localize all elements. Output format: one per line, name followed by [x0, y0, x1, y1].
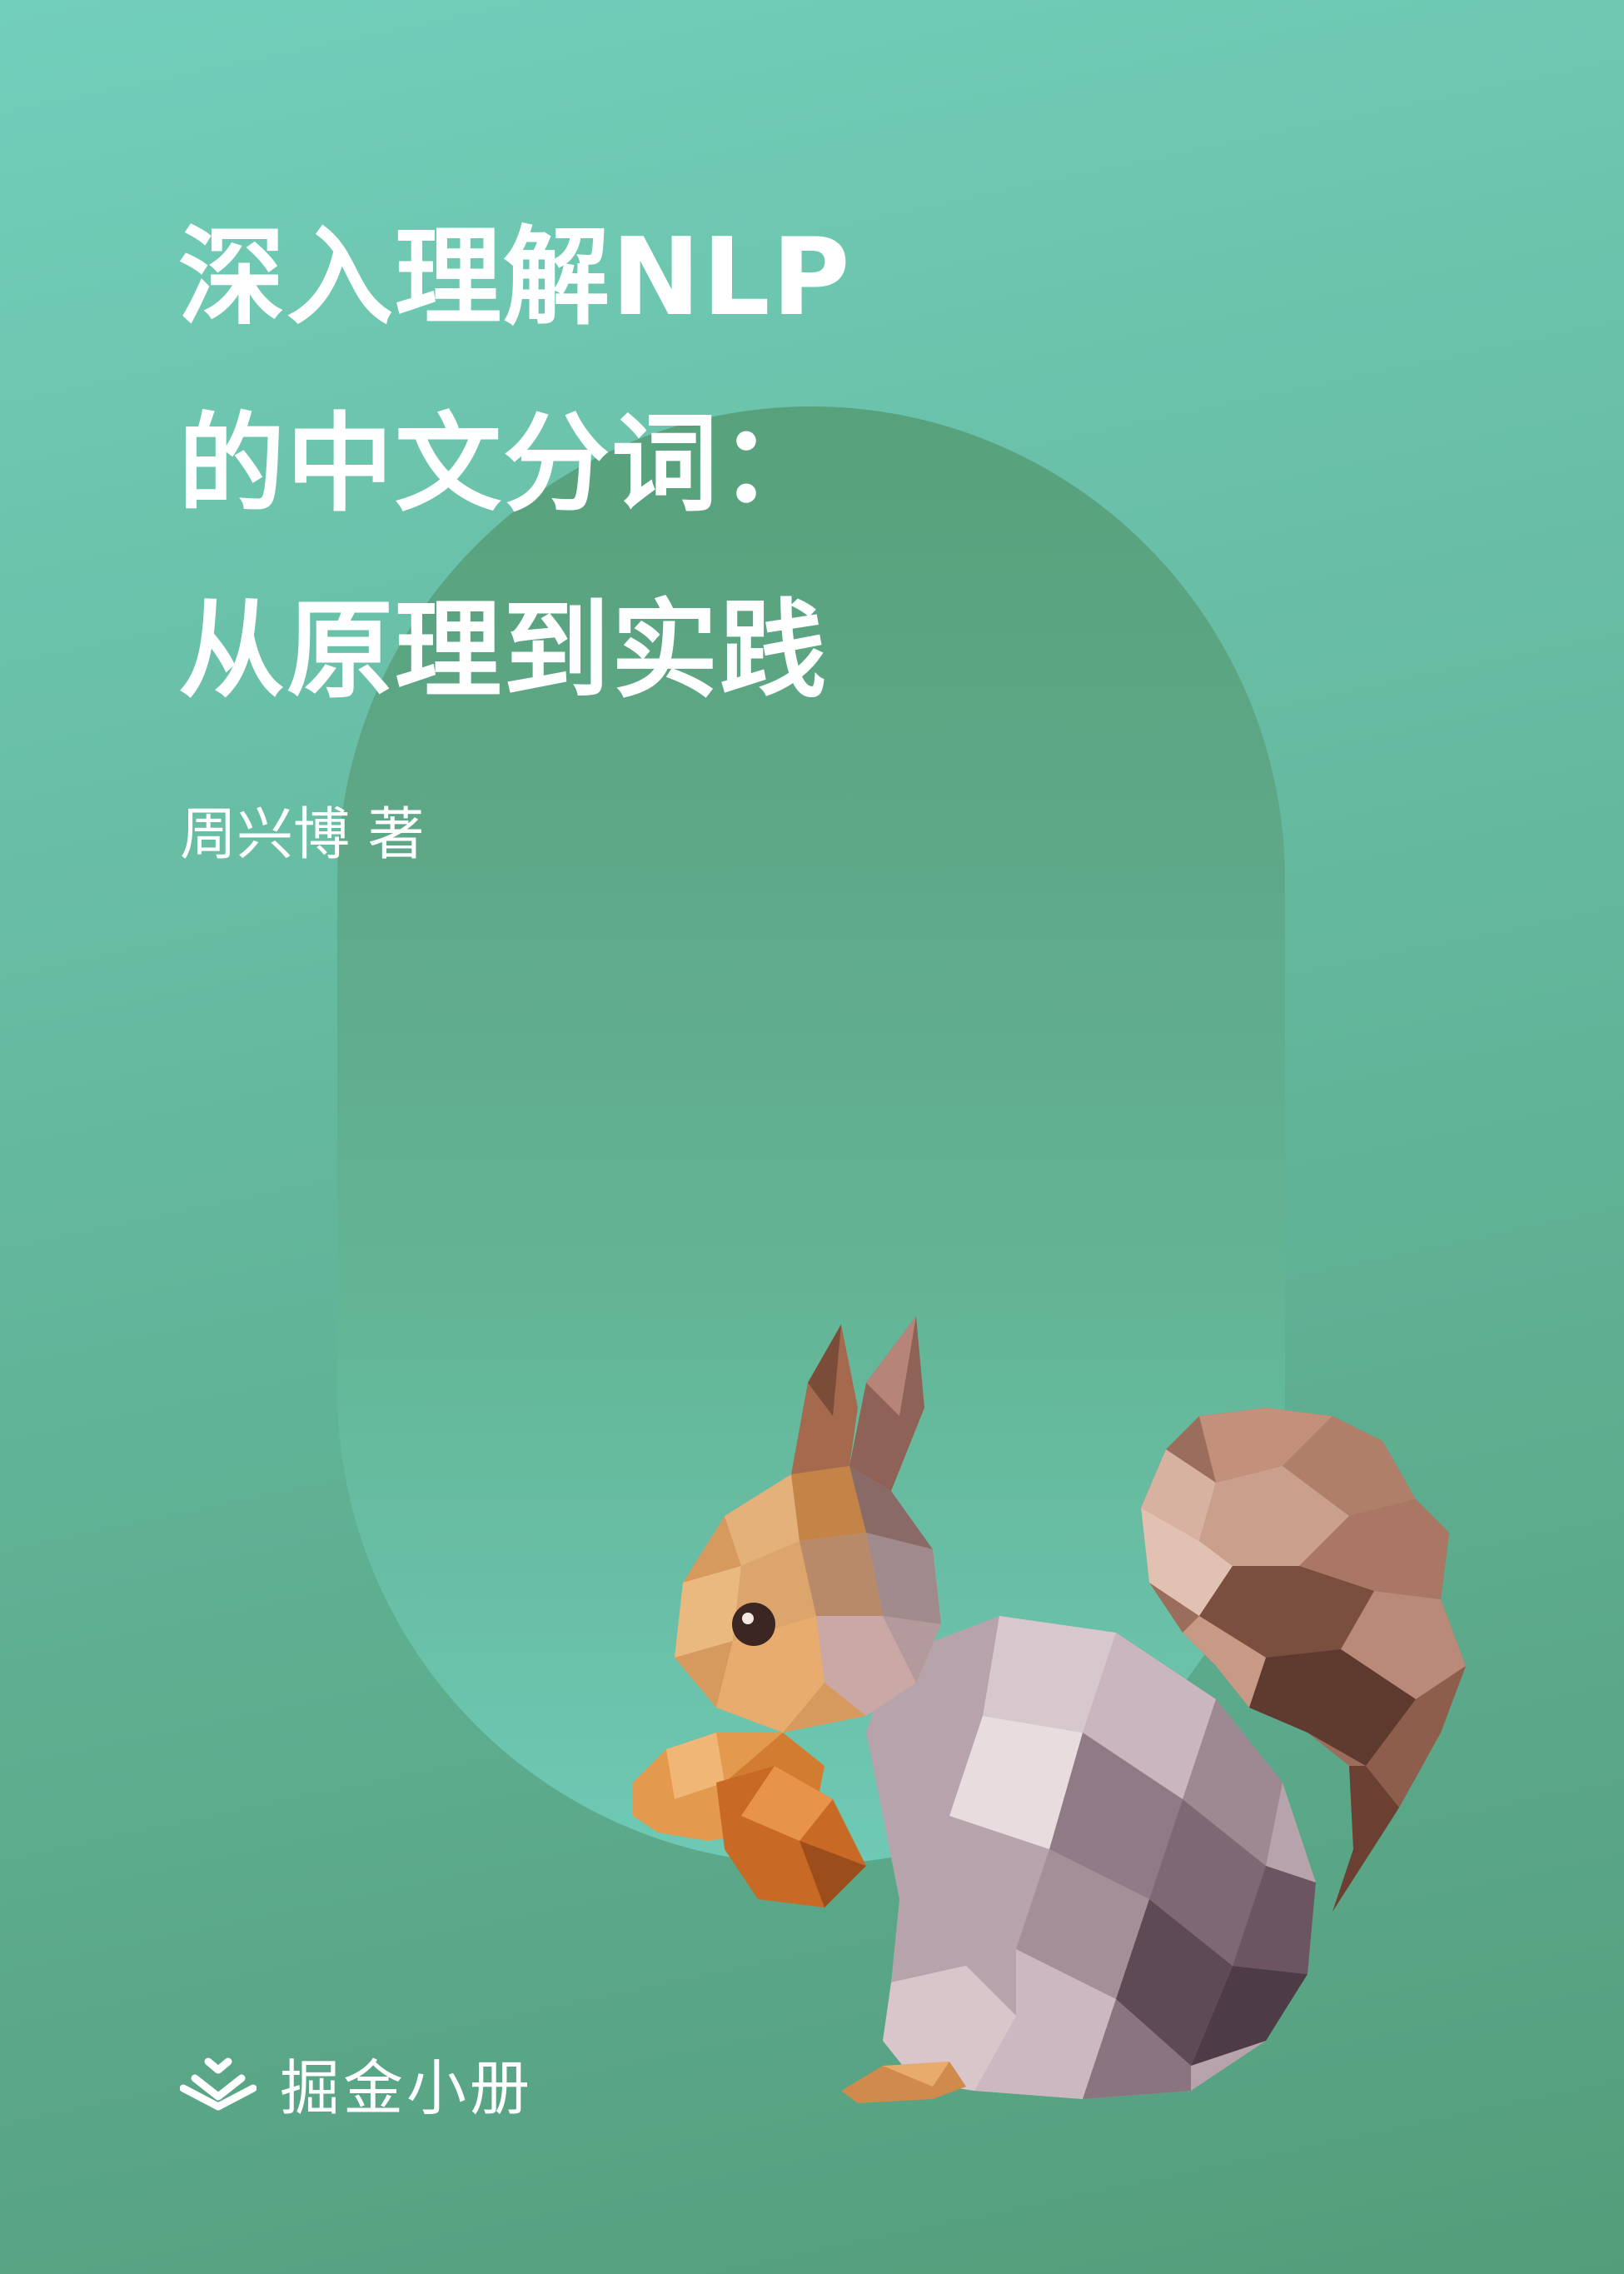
- publisher-brand: 掘金小册: [180, 2037, 533, 2128]
- hind-leg-shape: [883, 1966, 1016, 2091]
- book-title: 深入理解NLP 的中文分词： 从原理到实践: [178, 185, 852, 745]
- author-byline: 周兴博 著: [180, 802, 425, 868]
- squirrel-eye-icon: [732, 1603, 775, 1646]
- squirrel-illustration: [633, 1316, 1466, 2103]
- title-line-3: 从原理到实践: [178, 589, 829, 713]
- brand-name: 掘金小册: [280, 2052, 534, 2123]
- title-line-1: 深入理解NLP: [178, 216, 852, 340]
- juejin-chevron-logo-icon: [180, 2057, 257, 2111]
- title-line-2: 的中文分词：: [178, 402, 829, 526]
